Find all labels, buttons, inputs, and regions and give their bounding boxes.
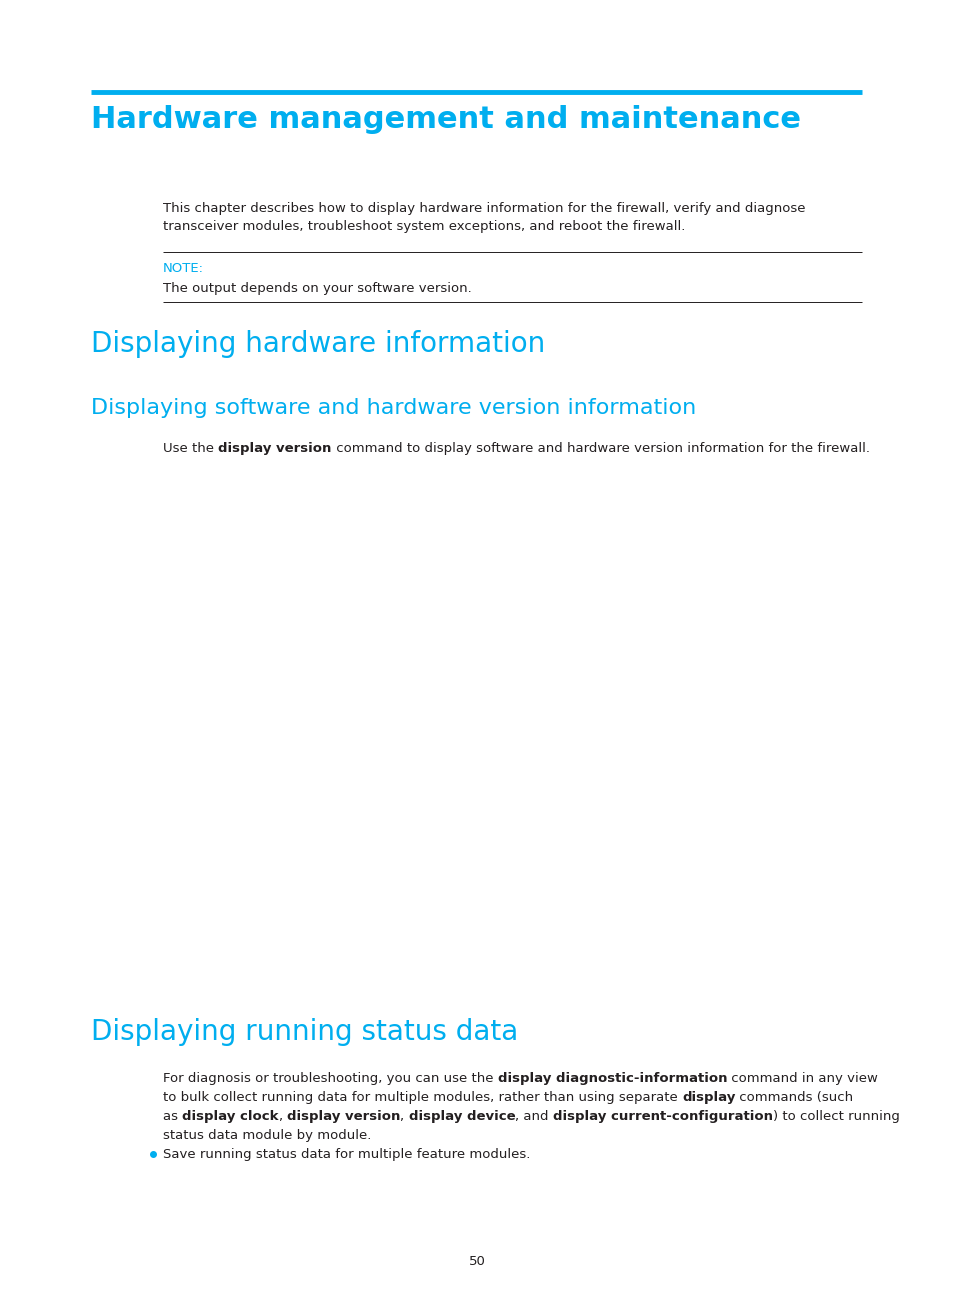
Text: , and: , and xyxy=(515,1109,553,1124)
Text: ,: , xyxy=(400,1109,409,1124)
Text: 50: 50 xyxy=(468,1255,485,1267)
Text: Hardware management and maintenance: Hardware management and maintenance xyxy=(91,105,801,133)
Text: display device: display device xyxy=(409,1109,515,1124)
Text: This chapter describes how to display hardware information for the firewall, ver: This chapter describes how to display ha… xyxy=(163,202,804,215)
Text: For diagnosis or troubleshooting, you can use the: For diagnosis or troubleshooting, you ca… xyxy=(163,1072,497,1085)
Text: Use the: Use the xyxy=(163,442,218,455)
Text: Displaying hardware information: Displaying hardware information xyxy=(91,330,545,358)
Text: display clock: display clock xyxy=(182,1109,278,1124)
Text: ) to collect running: ) to collect running xyxy=(773,1109,900,1124)
Text: Displaying software and hardware version information: Displaying software and hardware version… xyxy=(91,398,696,419)
Text: NOTE:: NOTE: xyxy=(163,262,204,275)
Text: command in any view: command in any view xyxy=(726,1072,877,1085)
Text: Displaying running status data: Displaying running status data xyxy=(91,1017,517,1046)
Text: to bulk collect running data for multiple modules, rather than using separate: to bulk collect running data for multipl… xyxy=(163,1091,681,1104)
Text: display diagnostic-information: display diagnostic-information xyxy=(497,1072,726,1085)
Text: transceiver modules, troubleshoot system exceptions, and reboot the firewall.: transceiver modules, troubleshoot system… xyxy=(163,220,684,233)
Text: status data module by module.: status data module by module. xyxy=(163,1129,371,1142)
Text: ,: , xyxy=(278,1109,287,1124)
Text: display version: display version xyxy=(287,1109,400,1124)
Text: as: as xyxy=(163,1109,182,1124)
Text: display version: display version xyxy=(218,442,332,455)
Text: command to display software and hardware version information for the firewall.: command to display software and hardware… xyxy=(332,442,869,455)
Text: display: display xyxy=(681,1091,735,1104)
Text: Save running status data for multiple feature modules.: Save running status data for multiple fe… xyxy=(163,1148,530,1161)
Text: commands (such: commands (such xyxy=(735,1091,853,1104)
Text: The output depends on your software version.: The output depends on your software vers… xyxy=(163,283,471,295)
Text: display current-configuration: display current-configuration xyxy=(553,1109,773,1124)
